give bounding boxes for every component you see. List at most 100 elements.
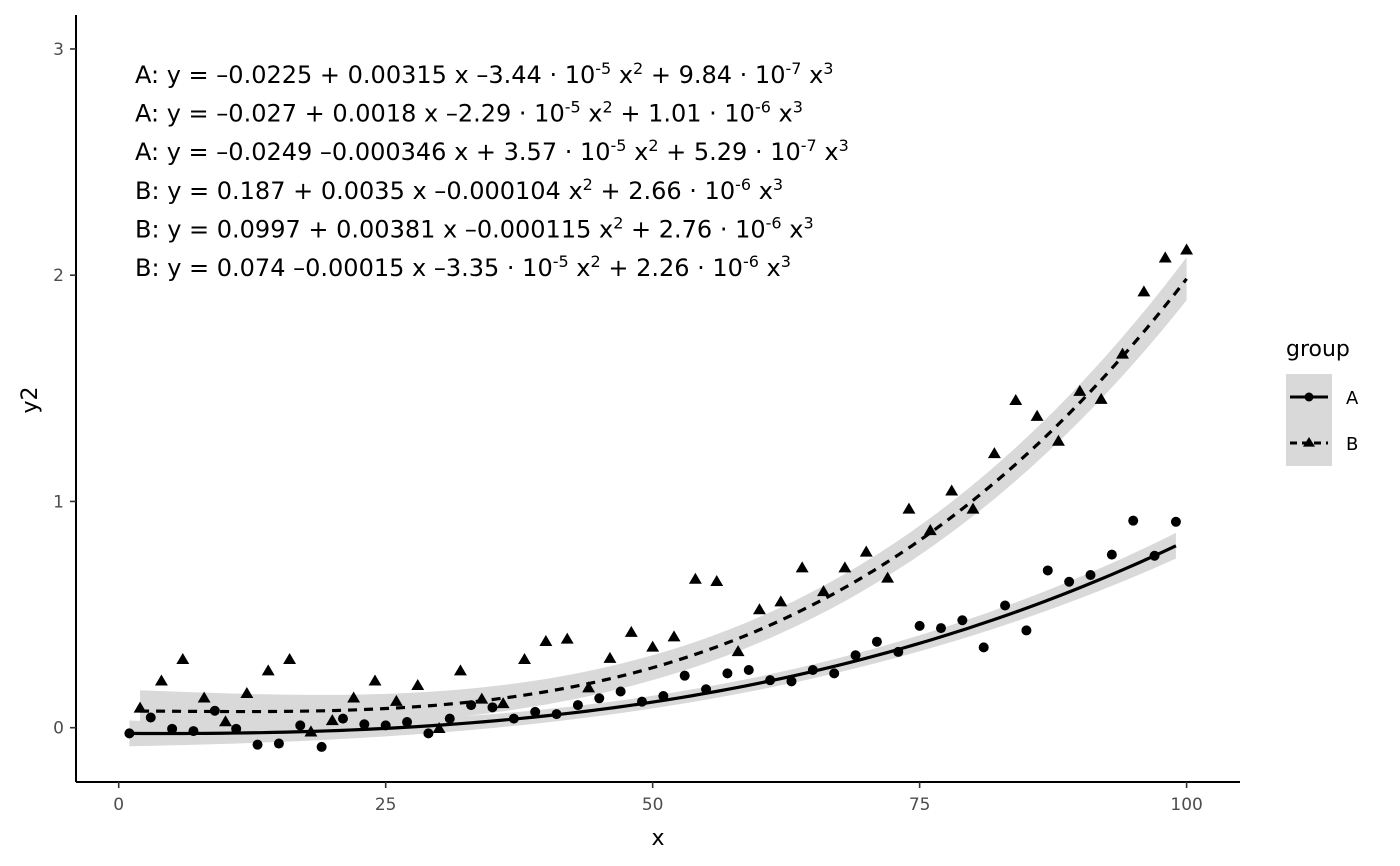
equation-labels: A: y = –0.0225 + 0.00315 x –3.44 · 10-5 … [135,59,849,283]
point-A [337,713,348,724]
fit-lines [129,277,1188,736]
point-A [1042,565,1053,576]
axes: 0 25 50 75 100 0 1 2 3 [53,15,1240,815]
point-A [252,739,263,750]
point-A [701,684,712,695]
point-A [871,636,882,647]
point-A [231,723,242,734]
point-A [636,696,647,707]
point-A [807,665,818,676]
point-A [1064,576,1075,587]
x-tick-label: 0 [113,795,124,815]
point-A [679,670,690,681]
point-A [316,741,327,752]
point-B [560,632,574,644]
equation-label: B: y = 0.187 + 0.0035 x –0.000104 x2 + 2… [135,174,783,205]
x-tick-label: 75 [909,795,931,815]
point-B [176,653,190,665]
y-tick-label: 2 [53,266,64,286]
point-B [945,484,959,496]
point-B [133,701,147,713]
point-A [786,676,797,687]
point-B [283,653,297,665]
point-A [167,723,178,734]
point-B [881,571,895,583]
point-A [914,620,925,631]
point-A [273,738,284,749]
point-A [295,720,306,731]
point-B [154,674,168,686]
point-A [743,665,754,676]
point-B [347,691,361,703]
point-B [197,691,211,703]
point-B [603,651,617,663]
point-B [966,502,980,514]
legend-label-A: A [1346,388,1359,409]
fit-line-B [140,277,1188,714]
point-B [624,625,638,637]
y-tick-label: 3 [53,40,64,60]
point-B [817,585,830,597]
legend: group A B [1286,337,1359,466]
point-B [240,686,254,698]
point-A [615,686,626,697]
point-A [444,713,455,724]
point-B [368,674,382,686]
fit-line-A [129,544,1177,736]
point-A [124,728,135,739]
point-B [1030,409,1044,421]
point-A [594,693,605,704]
legend-label-B: B [1346,434,1358,455]
point-A [957,615,968,626]
point-A [508,713,519,724]
point-B [1116,347,1129,359]
point-B [304,725,318,737]
y-axis-title: y2 [18,386,43,413]
confidence-ribbons [129,257,1187,747]
point-B [582,681,596,693]
point-B [1180,243,1194,255]
point-B [1137,285,1151,297]
legend-key-marker-B [1303,437,1315,447]
point-A [765,675,776,686]
point-A [722,668,733,679]
x-tick-label: 100 [1170,795,1202,815]
x-tick-label: 25 [375,795,397,815]
point-B [518,653,531,665]
point-A [209,705,220,716]
point-B [453,664,467,676]
point-B [325,714,339,726]
point-A [658,691,669,702]
x-axis-title: x [651,826,664,851]
point-A [530,706,541,717]
point-B [752,603,766,615]
x-tick-label: 50 [642,795,664,815]
point-B [1094,392,1108,404]
point-B [710,574,724,586]
point-A [935,623,946,634]
point-B [1158,251,1172,263]
point-B [475,692,489,704]
point-A [572,700,583,711]
point-A [1149,550,1160,561]
legend-key-marker-A [1304,392,1314,402]
point-B [667,630,681,642]
legend-key-background [1286,374,1332,466]
point-B [432,722,446,734]
point-B [539,634,553,646]
point-A [359,719,370,730]
equation-label: B: y = 0.074 –0.00015 x –3.35 · 10-5 x2 … [135,252,791,283]
point-B [731,645,745,657]
y-tick-label: 1 [53,492,64,512]
point-B [902,502,916,514]
point-B [1009,393,1023,405]
point-B [987,447,1001,459]
point-B [688,572,702,584]
equation-label: A: y = –0.027 + 0.0018 x –2.29 · 10-5 x2… [135,97,803,128]
point-A [829,668,840,679]
point-B [261,664,275,676]
point-A [1128,515,1139,526]
point-A [1000,600,1011,611]
equation-label: A: y = –0.0225 + 0.00315 x –3.44 · 10-5 … [135,59,833,90]
point-A [551,709,562,720]
